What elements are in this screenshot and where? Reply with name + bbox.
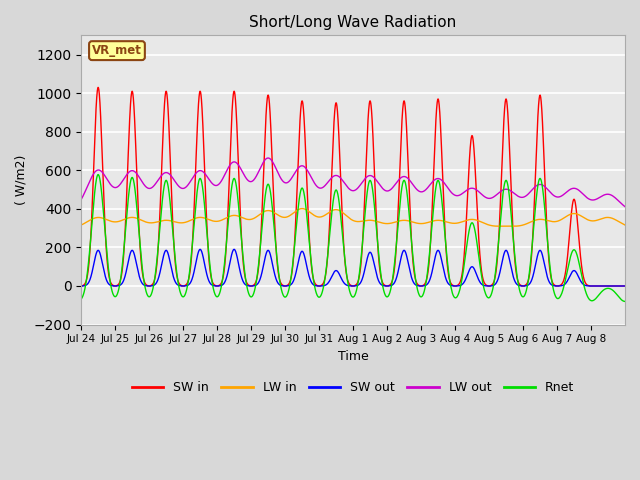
Legend: SW in, LW in, SW out, LW out, Rnet: SW in, LW in, SW out, LW out, Rnet — [127, 376, 579, 399]
Text: VR_met: VR_met — [92, 44, 142, 57]
Title: Short/Long Wave Radiation: Short/Long Wave Radiation — [250, 15, 457, 30]
X-axis label: Time: Time — [338, 350, 369, 363]
Y-axis label: ( W/m2): ( W/m2) — [15, 155, 28, 205]
